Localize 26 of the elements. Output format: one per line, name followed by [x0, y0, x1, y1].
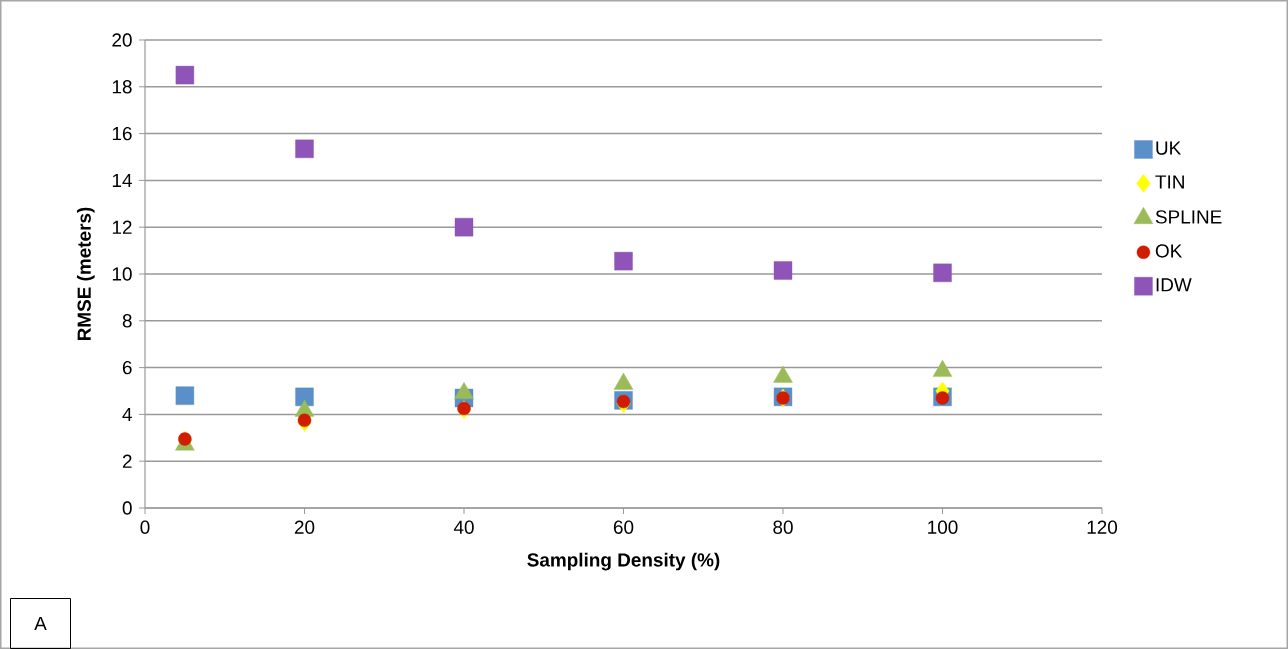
y-tick-label: 14	[112, 173, 132, 187]
legend-label: OK	[1155, 244, 1183, 258]
legend-label: IDW	[1156, 278, 1192, 292]
x-tick-label: 0	[140, 520, 150, 534]
x-tick-label: 120	[1087, 520, 1118, 534]
y-tick-label: 20	[112, 33, 132, 47]
y-tick-label: 12	[112, 220, 132, 234]
legend-label: TIN	[1155, 175, 1184, 189]
y-tick-label: 10	[112, 267, 132, 281]
y-tick-label: 6	[122, 360, 132, 375]
legend-label: SPLINE	[1155, 210, 1222, 224]
y-axis-title: RMSE (meters)	[76, 207, 95, 341]
y-tick-label: 16	[112, 126, 132, 141]
x-tick-label: 80	[773, 520, 793, 534]
x-axis-title: Sampling Density (%)	[527, 552, 720, 571]
x-tick-label: 20	[294, 520, 315, 534]
y-tick-label: 18	[112, 80, 132, 94]
x-tick-label: 40	[453, 520, 474, 534]
y-tick-label: 4	[122, 407, 132, 421]
y-tick-label: 8	[122, 314, 132, 328]
x-tick-label: 100	[928, 520, 958, 534]
legend-label: UK	[1156, 141, 1182, 155]
text: A	[34, 617, 47, 631]
y-tick-label: 2	[122, 454, 132, 468]
y-tick-label: 0	[122, 501, 132, 515]
x-tick-label: 60	[613, 520, 634, 534]
